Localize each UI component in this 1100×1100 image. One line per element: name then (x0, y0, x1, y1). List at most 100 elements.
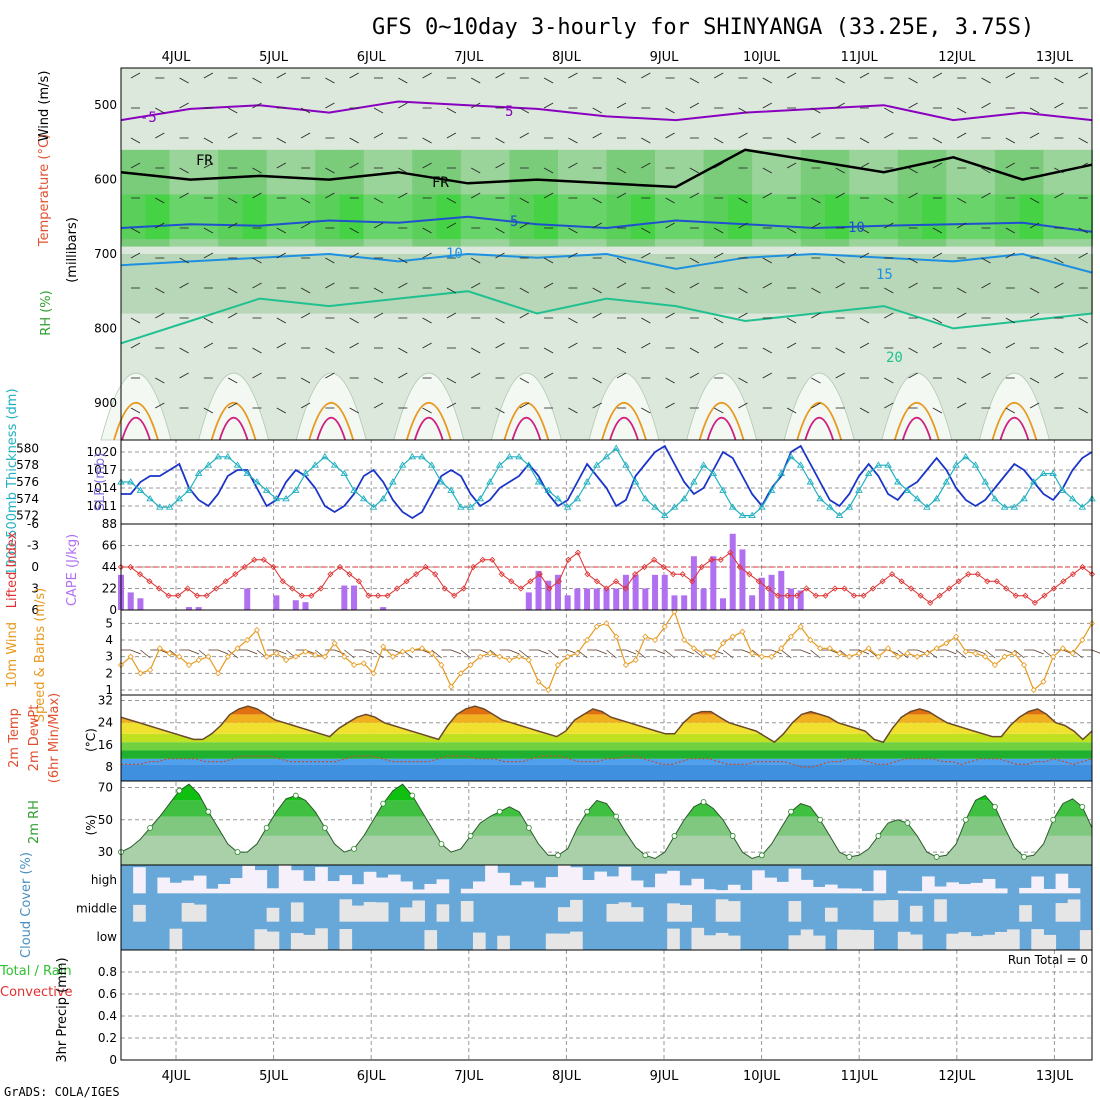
wind-barb (155, 197, 165, 204)
wind-barb (884, 107, 894, 114)
wind-speed-point (768, 653, 775, 660)
cloud-cell-low (946, 933, 959, 950)
rh-point (409, 792, 416, 799)
thickness-ytick: 576 (16, 475, 39, 489)
wind-barb (276, 342, 286, 349)
rh-point (642, 852, 649, 859)
wind-barb (179, 192, 189, 199)
wind-barb (276, 162, 286, 169)
surface-wind-barb (975, 649, 986, 655)
wind-barb (252, 257, 262, 264)
wind-barb (884, 312, 894, 319)
cloud-cell-high (897, 890, 911, 894)
lifted-point (175, 592, 182, 599)
rh-point (758, 852, 765, 859)
wind-barb (276, 407, 286, 414)
cloud-cell-middle (679, 904, 692, 922)
lifted-point (603, 585, 610, 592)
cloud-cell-low (958, 932, 972, 950)
wind-ytick: 3 (105, 650, 113, 664)
cloud-cell-high (497, 872, 510, 894)
wind-barb (179, 372, 189, 379)
lifted-point (898, 578, 905, 585)
wind-barb (932, 72, 943, 79)
thickness-point (602, 452, 611, 460)
wind-barb (689, 102, 700, 109)
cloud-cell-middle (375, 902, 389, 922)
isotherm-25 (999, 417, 1030, 441)
cloud-cell-high (958, 884, 972, 894)
thickness-point (709, 469, 718, 477)
cape-bar (681, 595, 688, 610)
thickness-point (816, 494, 824, 502)
wind-barb (471, 257, 481, 264)
wind-barb (665, 107, 675, 114)
wind-speed-point (846, 653, 853, 660)
thickness-point (981, 478, 989, 485)
wind-barb (786, 227, 797, 234)
cloud-cell-high (824, 884, 838, 894)
rh-point (875, 833, 882, 839)
ua-ytick: 800 (94, 321, 117, 335)
cape-bar (720, 598, 727, 610)
wind-barb (228, 107, 238, 114)
date-label-top: 13JUL (1036, 50, 1074, 65)
cloud-cell-high (1031, 876, 1044, 894)
rh-point (555, 852, 561, 859)
temp-bands (121, 706, 1092, 781)
thickness-point (136, 486, 145, 493)
cloud-cell-low (1031, 929, 1044, 950)
cloud-cell-middle (909, 905, 923, 922)
cloud-cell-low (982, 934, 996, 950)
cape-bar (661, 574, 668, 610)
wind-barb (1005, 342, 1015, 349)
wind-barb (446, 132, 457, 139)
cloud-cell-high (582, 880, 595, 894)
wind-barb (592, 222, 602, 229)
wind-barb (1029, 287, 1040, 294)
rh-band-lower (897, 254, 924, 314)
wind-barb (811, 402, 821, 409)
wind-barb (859, 317, 870, 324)
rh-band-lower (849, 254, 875, 314)
wind-barb (1078, 137, 1088, 144)
wind-barb (1078, 407, 1088, 414)
wind-barb (908, 77, 918, 84)
wind-barb (179, 282, 189, 289)
wind-barb (519, 107, 529, 114)
lifted-point (546, 585, 553, 592)
isotherm-20 (698, 402, 745, 441)
cloud-cell-high (133, 867, 146, 894)
wind-barb (835, 257, 845, 264)
wind-barb (325, 102, 335, 109)
rh-band-lower (193, 254, 220, 314)
wind-barb (689, 77, 700, 84)
wind-speed-point (855, 650, 863, 657)
thickness-point (952, 461, 960, 468)
thickness-point (214, 452, 222, 460)
ua-label-wind: Wind (m/s) (37, 71, 52, 142)
cape-ytick: 0 (109, 603, 117, 617)
wind-barb (762, 282, 772, 289)
lifted-point (403, 578, 410, 585)
wind-barb (1054, 167, 1064, 174)
wind-speed-point (700, 650, 707, 657)
lifted-point (1050, 585, 1057, 592)
isotherm-25 (804, 417, 835, 441)
wind-speed-point (642, 633, 649, 640)
rh-band-lower (679, 254, 705, 314)
ua-label-rh: RH (%) (39, 290, 54, 335)
cloud-cell-high (727, 884, 741, 894)
lifted-point (631, 571, 639, 578)
wind-speed-point (535, 678, 542, 685)
cloud-cell-high (242, 865, 256, 894)
isotherm-25 (316, 417, 347, 441)
thickness-point (738, 511, 747, 519)
cape-bar (778, 570, 785, 610)
wind-barb (859, 407, 870, 414)
thickness-point (457, 503, 465, 510)
cloud-cell-low (290, 933, 304, 950)
wind-barb (714, 137, 724, 144)
rh-band-moist (800, 194, 826, 240)
rh-band-moist (315, 194, 341, 240)
